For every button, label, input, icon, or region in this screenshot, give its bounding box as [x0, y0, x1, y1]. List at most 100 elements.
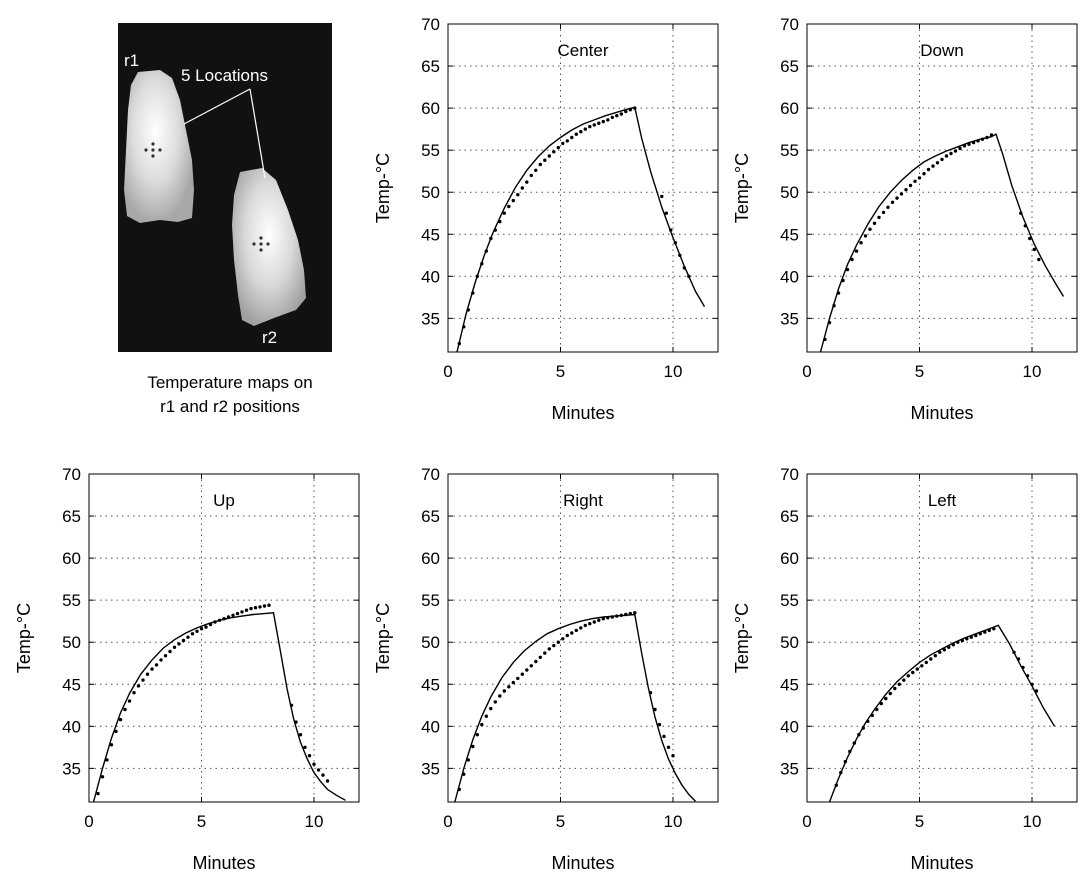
chart-center: 35 40 45 50 55 60 65 70 0 5 10 Minutes Temp-°C Center — [373, 15, 719, 423]
data-point — [507, 204, 511, 209]
data-point — [262, 604, 267, 608]
data-point — [525, 668, 529, 672]
data-point — [168, 649, 172, 654]
data-point — [657, 722, 662, 727]
data-point — [109, 743, 114, 747]
y-tick-label: 50 — [62, 633, 81, 652]
data-point — [579, 130, 583, 134]
y-tick-label: 55 — [780, 141, 799, 160]
data-point — [942, 648, 946, 652]
y-tick-label: 40 — [421, 717, 440, 736]
data-point — [552, 643, 556, 648]
data-point — [597, 121, 601, 125]
data-point — [682, 266, 686, 270]
x-tick-label: 0 — [443, 362, 452, 381]
data-point — [226, 615, 231, 619]
data-point — [570, 135, 574, 140]
data-point — [565, 633, 569, 638]
data-point — [1030, 682, 1034, 686]
data-point — [141, 678, 145, 682]
data-point — [897, 682, 901, 686]
data-point — [217, 618, 222, 622]
data-point — [606, 118, 610, 122]
data-point — [195, 629, 199, 633]
data-point — [935, 161, 940, 165]
series-line-fit — [456, 106, 706, 352]
x-tick-label: 5 — [915, 812, 924, 831]
data-point — [660, 194, 664, 199]
series-line-fit — [92, 612, 346, 802]
data-point — [294, 720, 298, 724]
data-point — [235, 611, 240, 616]
data-point — [484, 249, 488, 253]
y-tick-label: 65 — [780, 507, 799, 526]
data-point — [843, 759, 847, 764]
data-point — [662, 734, 666, 739]
data-point — [199, 627, 204, 631]
data-point — [1021, 665, 1025, 670]
y-tick-label: 45 — [780, 675, 799, 694]
data-point — [105, 758, 109, 762]
y-tick-label: 60 — [780, 549, 799, 568]
data-point — [543, 651, 547, 655]
y-tick-label: 55 — [421, 591, 440, 610]
data-point — [502, 211, 506, 215]
data-point — [520, 186, 524, 190]
data-point — [848, 749, 852, 754]
data-point — [839, 770, 843, 775]
data-point — [671, 754, 675, 758]
data-point — [890, 200, 895, 204]
data-point — [992, 627, 996, 631]
data-point — [222, 617, 226, 621]
data-point — [956, 640, 960, 644]
y-tick-label: 50 — [780, 183, 799, 202]
data-point — [913, 179, 917, 183]
plot-frame — [447, 23, 719, 353]
y-axis-label: Temp-°C — [373, 153, 393, 223]
x-tick-label: 5 — [915, 362, 924, 381]
chart-title: Center — [557, 41, 608, 60]
data-point — [249, 606, 253, 611]
data-point — [208, 622, 213, 627]
location-markers-r2 — [252, 236, 270, 252]
data-point — [624, 109, 628, 114]
plot-frame — [806, 473, 1078, 803]
data-point — [547, 154, 551, 158]
data-point — [958, 146, 962, 151]
data-point — [924, 660, 928, 665]
x-tick-label: 5 — [197, 812, 206, 831]
data-point — [953, 149, 958, 153]
data-point — [534, 168, 538, 172]
data-point — [579, 626, 583, 630]
y-tick-label: 35 — [421, 759, 440, 778]
y-tick-label: 55 — [780, 591, 799, 610]
data-point — [906, 674, 910, 678]
chart-title: Left — [928, 491, 957, 510]
x-tick-label: 10 — [664, 812, 683, 831]
data-point — [307, 754, 312, 758]
data-point — [253, 606, 258, 610]
data-point — [899, 192, 904, 196]
data-point — [511, 198, 515, 203]
data-point — [213, 620, 217, 624]
chart-down: 35 40 45 50 55 60 65 70 0 5 10 Minutes Temp-°C Down — [732, 15, 1078, 423]
data-point — [980, 137, 985, 141]
data-point — [938, 650, 942, 654]
data-point — [669, 228, 673, 232]
plot-frame — [806, 23, 1078, 353]
x-tick-label: 10 — [1023, 812, 1042, 831]
data-point — [917, 176, 922, 180]
data-point — [462, 772, 466, 776]
data-point — [588, 622, 592, 626]
data-point — [150, 667, 154, 671]
data-point — [859, 241, 863, 245]
x-tick-label: 10 — [305, 812, 324, 831]
callout-line-r1 — [183, 88, 251, 125]
x-tick-label: 0 — [802, 812, 811, 831]
data-point — [1016, 657, 1021, 661]
data-point — [971, 140, 976, 145]
data-point — [857, 733, 861, 737]
y-tick-label: 50 — [421, 183, 440, 202]
data-point — [628, 108, 632, 112]
